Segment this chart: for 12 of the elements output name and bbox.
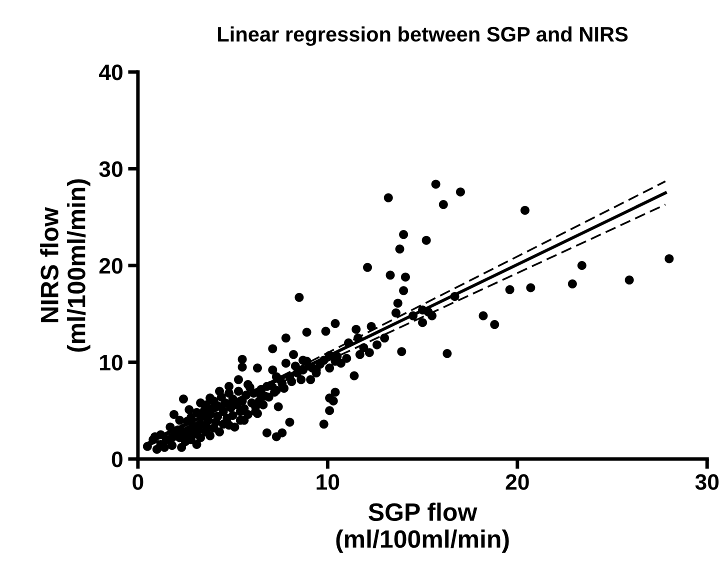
y-tick-label: 0: [112, 452, 122, 468]
x-tick-label: 30: [695, 474, 719, 490]
x-tick-label: 0: [132, 474, 144, 490]
y-tick-label: 30: [99, 161, 122, 178]
y-tick-label: 20: [99, 258, 122, 274]
x-tick-label: 10: [316, 474, 340, 490]
y-axis-title: NIRS flow (ml/100ml/min): [40, 179, 90, 352]
y-tick-label: 40: [98, 64, 122, 80]
y-tick-label: 10: [100, 354, 122, 371]
x-axis-title: SGP flow (ml/100ml/min): [336, 502, 509, 553]
x-tick-label: 20: [506, 474, 529, 490]
chart-title: Linear regression between SGP and NIRS: [218, 26, 628, 46]
